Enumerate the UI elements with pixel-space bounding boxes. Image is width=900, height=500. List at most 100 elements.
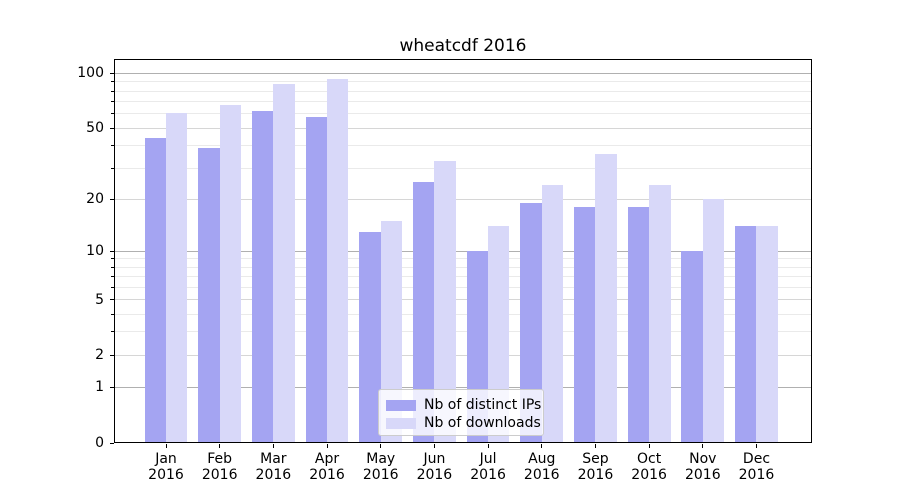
y-tick-minor (111, 331, 114, 333)
x-tick-label-jun: Jun 2016 (416, 451, 453, 483)
gridline-minor (115, 113, 811, 115)
bar-nov-downloads (702, 199, 725, 443)
bar-dec-downloads (756, 226, 778, 443)
x-tick-label-aug: Aug 2016 (523, 451, 560, 483)
gridline-minor (115, 275, 811, 277)
legend: Nb of distinct IPs Nb of downloads (378, 389, 544, 436)
bar-jan-downloads (166, 112, 188, 443)
y-tick (110, 442, 114, 444)
bar-jun-distinct-ips (413, 182, 435, 443)
x-tick-label-apr: Apr 2016 (309, 451, 345, 483)
y-tick-label: 50 (86, 120, 104, 137)
gridline-minor (115, 81, 811, 83)
y-tick (110, 386, 114, 388)
bar-feb-downloads (219, 105, 242, 443)
gridline (115, 198, 811, 200)
legend-label-downloads: Nb of downloads (424, 415, 541, 431)
gridline-minor (115, 331, 811, 333)
bar-jan-distinct-ips (144, 138, 166, 443)
x-tick (487, 444, 489, 448)
y-tick (110, 354, 114, 356)
bar-feb-distinct-ips (198, 147, 220, 443)
bar-dec-distinct-ips (735, 226, 757, 443)
x-tick-label-may: May 2016 (362, 451, 399, 483)
gridline-minor (115, 266, 811, 268)
y-tick (110, 198, 114, 200)
x-tick-label-sep: Sep 2016 (577, 451, 614, 483)
y-tick (110, 250, 114, 252)
bar-apr-downloads (327, 79, 349, 443)
y-tick-minor (111, 145, 114, 147)
y-tick (110, 127, 114, 129)
bar-sep-downloads (595, 153, 617, 443)
x-tick (380, 444, 382, 448)
x-tick (272, 444, 274, 448)
gridline-minor (115, 167, 811, 169)
bar-jun-downloads (434, 160, 456, 443)
y-tick-label: 10 (86, 243, 104, 259)
x-tick (165, 444, 167, 448)
bar-nov-distinct-ips (681, 251, 703, 443)
y-tick-minor (111, 81, 114, 83)
gridline (115, 299, 811, 301)
x-tick-label-mar: Mar 2016 (255, 451, 292, 483)
bar-may-downloads (380, 220, 403, 443)
x-tick (433, 444, 435, 448)
gridline (115, 127, 811, 129)
y-tick-minor (111, 90, 114, 92)
legend-swatch-distinct-ips (386, 399, 416, 411)
bar-jul-downloads (488, 226, 510, 443)
y-tick-minor (111, 286, 114, 288)
y-tick-minor (111, 167, 114, 169)
gridline-minor (115, 258, 811, 260)
bar-oct-distinct-ips (627, 207, 650, 443)
x-tick (219, 444, 221, 448)
y-tick-label: 2 (95, 347, 104, 364)
gridline-major (115, 72, 811, 74)
bar-mar-downloads (273, 83, 295, 443)
bar-sep-distinct-ips (574, 207, 596, 443)
y-tick-label: 20 (86, 191, 104, 208)
gridline-major (115, 250, 811, 252)
y-tick-minor (111, 113, 114, 115)
x-tick (755, 444, 757, 448)
bar-may-distinct-ips (359, 231, 381, 443)
y-tick-minor (111, 101, 114, 103)
gridline-minor (115, 145, 811, 147)
x-tick-label-nov: Nov 2016 (684, 451, 721, 483)
x-tick-label-jul: Jul 2016 (470, 451, 506, 483)
legend-item-distinct-ips: Nb of distinct IPs (386, 396, 541, 414)
gridline-minor (115, 101, 811, 103)
y-tick-label: 1 (95, 379, 104, 396)
x-tick-label-dec: Dec 2016 (738, 451, 775, 483)
gridline-major (115, 386, 811, 388)
legend-swatch-downloads (386, 417, 416, 429)
y-tick-minor (111, 266, 114, 268)
y-tick-label: 0 (95, 435, 104, 451)
x-tick-label-jan: Jan 2016 (148, 451, 184, 483)
bar-apr-distinct-ips (305, 116, 328, 443)
x-tick (648, 444, 650, 448)
bar-aug-downloads (541, 185, 564, 443)
x-tick-label-oct: Oct 2016 (631, 451, 667, 483)
y-tick-minor (111, 275, 114, 277)
x-tick (326, 444, 328, 448)
bar-aug-distinct-ips (520, 203, 542, 443)
y-tick-label: 100 (77, 65, 104, 82)
x-tick (594, 444, 596, 448)
bar-mar-distinct-ips (251, 111, 274, 443)
x-tick (702, 444, 704, 448)
gridline-minor (115, 90, 811, 92)
gridline-minor (115, 286, 811, 288)
y-tick-label: 5 (95, 291, 104, 308)
y-tick (110, 72, 114, 74)
legend-item-downloads: Nb of downloads (386, 414, 541, 432)
y-tick (110, 299, 114, 301)
y-tick-minor (111, 313, 114, 315)
chart-title: wheatcdf 2016 (399, 36, 527, 56)
x-tick-label-feb: Feb 2016 (201, 451, 238, 483)
legend-label-distinct-ips: Nb of distinct IPs (424, 397, 542, 413)
gridline-minor (115, 313, 811, 315)
gridline (115, 354, 811, 356)
